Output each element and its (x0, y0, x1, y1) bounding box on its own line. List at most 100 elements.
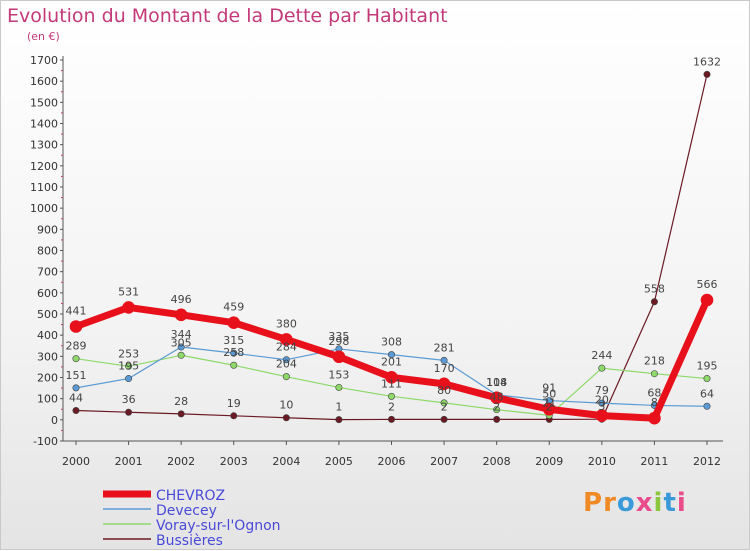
data-point (387, 392, 395, 400)
y-tick-label: 1100 (30, 181, 58, 194)
chart-title: Evolution du Montant de la Dette par Hab… (7, 5, 448, 27)
data-label: 64 (700, 387, 714, 400)
proxiti-logo: Proxiti (583, 488, 687, 518)
data-point (542, 402, 556, 416)
y-tick-label: 1200 (30, 160, 58, 173)
data-point (125, 408, 133, 416)
data-label: 3 (598, 400, 605, 413)
data-point (230, 412, 238, 420)
data-label: 68 (647, 386, 661, 399)
data-label: 20 (595, 394, 609, 407)
data-point (493, 415, 501, 423)
data-label: 315 (223, 334, 244, 347)
data-point (69, 320, 83, 333)
data-label: 204 (276, 358, 297, 371)
data-label: 19 (227, 397, 241, 410)
x-tick-label: 2011 (640, 455, 668, 468)
y-tick-label: 1300 (30, 139, 58, 152)
x-tick-label: 2004 (272, 455, 300, 468)
x-tick-label: 2006 (378, 455, 406, 468)
data-label: 170 (434, 362, 455, 375)
data-label: 1 (335, 401, 342, 414)
legend-label: Voray-sur-l'Ognon (156, 518, 281, 534)
legend-label: CHEVROZ (156, 488, 225, 504)
data-point (595, 409, 609, 422)
x-tick-label: 2000 (62, 455, 90, 468)
data-point (650, 370, 658, 378)
data-label: 298 (328, 335, 349, 348)
data-point (282, 373, 290, 381)
data-point (598, 364, 606, 372)
data-label: 284 (276, 341, 297, 354)
y-tick-label: 800 (37, 245, 58, 258)
data-label: 308 (381, 336, 402, 349)
data-label: 8 (651, 396, 658, 409)
data-point (282, 414, 290, 422)
data-label: 48 (490, 391, 504, 404)
y-tick-label: 500 (37, 308, 58, 321)
data-point (703, 402, 711, 410)
data-point (490, 391, 503, 405)
data-label: 441 (66, 304, 87, 317)
data-point (282, 356, 290, 364)
data-label: 289 (66, 340, 87, 353)
data-point (650, 298, 658, 306)
x-tick-label: 2005 (325, 455, 353, 468)
data-label: 258 (223, 346, 244, 359)
data-label: 380 (276, 317, 297, 330)
data-point (72, 407, 80, 415)
data-label: 335 (328, 330, 349, 343)
logo-letter: i (653, 488, 664, 518)
data-label: 118 (486, 376, 507, 389)
y-tick-label: 600 (37, 287, 58, 300)
legend-label: Bussières (156, 533, 223, 549)
data-point (174, 308, 188, 322)
y-tick-label: 1500 (30, 96, 58, 109)
data-label: 195 (697, 360, 718, 373)
data-point (648, 411, 661, 425)
x-tick-label: 2008 (483, 455, 511, 468)
chart-subtitle: (en €) (27, 30, 60, 43)
y-tick-label: 1000 (30, 202, 58, 215)
data-point (72, 384, 80, 392)
x-tick-label: 2001 (115, 455, 143, 468)
y-tick-label: 1600 (30, 75, 58, 88)
data-point (493, 406, 501, 414)
logo-letter: P (583, 488, 604, 518)
data-point (387, 351, 395, 359)
data-label: 44 (69, 392, 83, 405)
logo-letter: r (603, 488, 617, 518)
data-label: 566 (697, 278, 718, 291)
y-tick-label: 0 (51, 414, 58, 427)
logo-letter: i (676, 488, 687, 518)
logo-letter: t (663, 488, 677, 518)
y-tick-label: 300 (37, 350, 58, 363)
data-point (122, 301, 135, 314)
data-point (437, 377, 451, 391)
y-tick-label: 700 (37, 266, 58, 279)
x-tick-label: 2003 (220, 455, 248, 468)
data-label: 253 (118, 347, 139, 360)
legend-label: Devecey (156, 503, 217, 519)
logo-letter: x (635, 488, 654, 518)
data-point (72, 355, 80, 363)
data-label: 459 (223, 301, 244, 314)
data-point (703, 375, 711, 383)
data-point (230, 349, 238, 357)
logo-letter: o (616, 488, 636, 518)
data-label: 2 (441, 400, 448, 413)
data-point (125, 362, 133, 370)
data-label: 496 (171, 293, 192, 306)
data-point (703, 70, 711, 78)
data-label: 80 (437, 384, 451, 397)
data-label: 281 (434, 341, 455, 354)
data-label: 104 (486, 376, 507, 389)
data-point (440, 415, 448, 423)
data-label: 244 (591, 349, 612, 362)
data-label: 153 (328, 368, 349, 381)
data-point (332, 350, 346, 364)
x-tick-label: 2002 (167, 455, 195, 468)
data-point (440, 356, 448, 364)
data-label: 305 (171, 336, 192, 349)
data-point (385, 370, 398, 384)
